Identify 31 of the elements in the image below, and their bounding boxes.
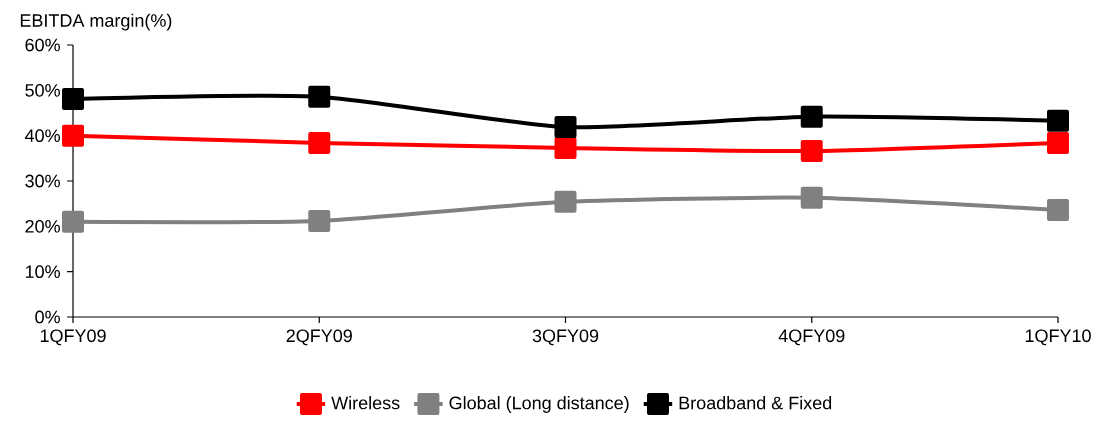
point bbox=[308, 131, 331, 154]
y-tick-label: 10% bbox=[25, 265, 60, 279]
x-tick-label: 3QFY09 bbox=[532, 329, 599, 346]
point bbox=[308, 209, 331, 232]
x-tick-label: 2QFY09 bbox=[286, 329, 352, 346]
y-tick-label: 50% bbox=[25, 83, 60, 97]
y-tick-label: 0% bbox=[35, 310, 60, 324]
x-tick-label: 1QFY09 bbox=[40, 329, 106, 346]
legend-label: Broadband & Fixed bbox=[679, 396, 832, 410]
point bbox=[800, 105, 823, 128]
point bbox=[62, 124, 85, 147]
y-tick-label: 30% bbox=[25, 174, 60, 188]
point bbox=[1047, 131, 1069, 154]
point bbox=[62, 87, 85, 110]
point bbox=[1047, 199, 1069, 222]
point bbox=[800, 140, 823, 163]
point bbox=[554, 136, 577, 159]
y-tick-label: 20% bbox=[25, 219, 60, 233]
x-tick-label: 4QFY09 bbox=[778, 329, 845, 346]
point bbox=[554, 116, 577, 139]
legend-label: Wireless bbox=[331, 396, 400, 410]
point bbox=[800, 186, 823, 209]
y-tick-label: 60% bbox=[25, 38, 60, 52]
x-tick-label: 1QFY10 bbox=[1025, 329, 1091, 346]
point bbox=[308, 85, 331, 108]
y-tick-label: 40% bbox=[24, 129, 60, 143]
point bbox=[62, 210, 85, 233]
legend-label: Global (Long distance) bbox=[449, 396, 629, 413]
y-axis-title: EBITDA margin(%) bbox=[20, 13, 172, 31]
point bbox=[554, 190, 577, 213]
point bbox=[1047, 109, 1069, 132]
